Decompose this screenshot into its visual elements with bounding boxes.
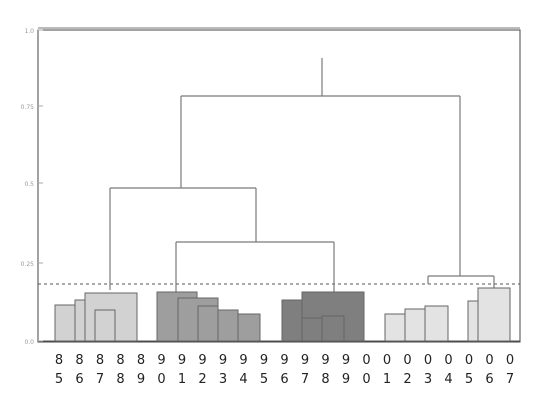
leaf-bars [54, 287, 511, 342]
leaf-label-bottom-digit: 2 [403, 372, 411, 387]
leaf-bar [404, 308, 426, 342]
leaf-label-top-digit: 0 [485, 353, 493, 368]
leaf-label-bottom-digit: 1 [383, 372, 391, 387]
leaf-label-top-digit: 0 [383, 353, 391, 368]
leaf-label-top-digit: 9 [342, 353, 350, 368]
leaf-label-bottom-digit: 0 [157, 372, 165, 387]
y-tick-label: 0.75 [21, 104, 35, 111]
leaf-label-top-digit: 0 [362, 353, 370, 368]
leaf-bar [197, 305, 219, 342]
leaf-bar [217, 309, 239, 342]
leaf-label-bottom-digit: 4 [444, 372, 452, 387]
leaf-bar [477, 287, 511, 342]
leaf-bar [237, 313, 261, 342]
leaf-label-top-digit: 0 [465, 353, 473, 368]
leaf-label-top-digit: 8 [116, 353, 124, 368]
leaf-label-top-digit: 9 [178, 353, 186, 368]
y-tick-label: 0.25 [21, 261, 35, 268]
leaf-label-top-digit: 0 [424, 353, 432, 368]
leaf-label-bottom-digit: 6 [485, 372, 493, 387]
dendrogram-links [109, 58, 495, 292]
leaf-label-top-digit: 0 [403, 353, 411, 368]
leaf-label-top-digit: 0 [506, 353, 514, 368]
leaf-label-top-digit: 8 [55, 353, 63, 368]
leaf-label-bottom-digit: 1 [178, 372, 186, 387]
leaf-label-bottom-digit: 5 [55, 372, 63, 387]
leaf-label-top-digit: 9 [260, 353, 268, 368]
leaf-label-top-digit: 9 [198, 353, 206, 368]
leaf-bar [424, 305, 449, 342]
leaf-label-bottom-digit: 5 [260, 372, 268, 387]
leaf-label-bottom-digit: 5 [465, 372, 473, 387]
leaf-label-top-digit: 9 [280, 353, 288, 368]
leaf-label-bottom-digit: 8 [321, 372, 329, 387]
plot-frame [37, 29, 521, 343]
leaf-label-top-digit: 9 [239, 353, 247, 368]
leaf-label-bottom-digit: 7 [96, 372, 104, 387]
y-tick-label: 1.0 [24, 28, 34, 35]
leaf-label-bottom-digit: 7 [506, 372, 514, 387]
leaf-label-top-digit: 8 [75, 353, 83, 368]
leaf-bar [54, 304, 76, 342]
leaf-label-bottom-digit: 8 [116, 372, 124, 387]
leaf-label-top-digit: 9 [301, 353, 309, 368]
leaf-label-bottom-digit: 9 [137, 372, 145, 387]
leaf-bar [281, 299, 305, 342]
leaf-label-bottom-digit: 9 [342, 372, 350, 387]
leaf-label-bottom-digit: 3 [424, 372, 432, 387]
leaf-label-bottom-digit: 4 [239, 372, 247, 387]
leaf-label-bottom-digit: 2 [198, 372, 206, 387]
leaf-label-top-digit: 9 [157, 353, 165, 368]
y-tick-label: 0.5 [24, 181, 34, 188]
leaf-labels: 8586878889909192939495969798990001020304… [55, 353, 514, 387]
leaf-label-bottom-digit: 6 [280, 372, 288, 387]
leaf-label-bottom-digit: 7 [301, 372, 309, 387]
leaf-bar [384, 313, 408, 342]
leaf-label-top-digit: 9 [219, 353, 227, 368]
leaf-label-top-digit: 8 [137, 353, 145, 368]
leaf-label-bottom-digit: 6 [75, 372, 83, 387]
leaf-label-bottom-digit: 0 [362, 372, 370, 387]
y-axis: 1.0 0.75 0.5 0.25 0.0 [21, 28, 43, 346]
y-tick-label: 0.0 [24, 339, 34, 346]
leaf-bar [94, 309, 116, 342]
leaf-label-top-digit: 8 [96, 353, 104, 368]
leaf-label-top-digit: 0 [444, 353, 452, 368]
leaf-bar [301, 317, 323, 342]
leaf-label-bottom-digit: 3 [219, 372, 227, 387]
leaf-label-top-digit: 9 [321, 353, 329, 368]
leaf-bar [321, 315, 345, 342]
